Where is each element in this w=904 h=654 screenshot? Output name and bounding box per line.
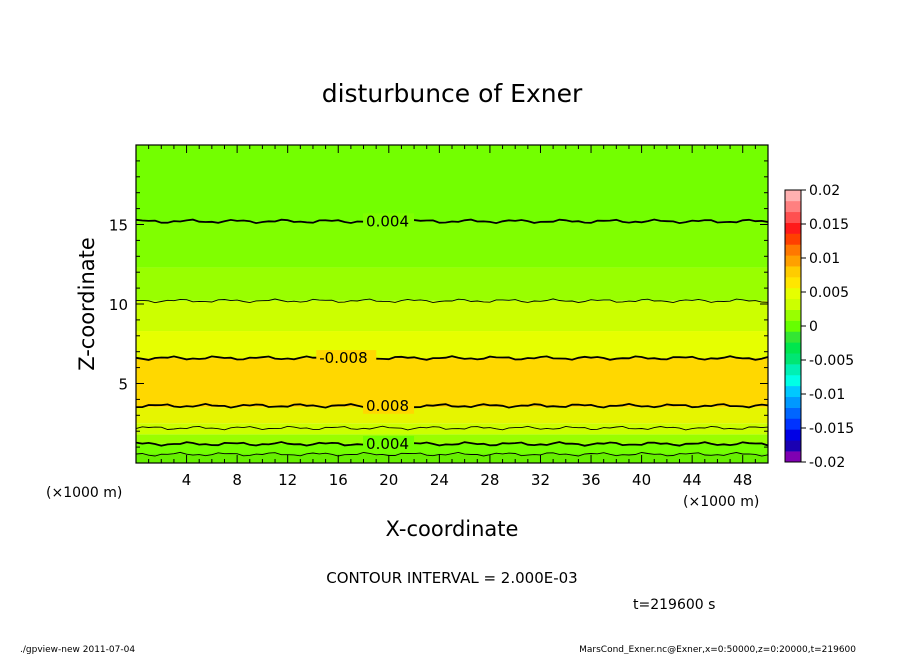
colorbar-segment (785, 266, 801, 278)
contour-band (136, 221, 768, 268)
x-tick-label: 20 (379, 471, 398, 489)
colorbar-segment (785, 418, 801, 430)
colorbar-segment (785, 364, 801, 376)
contour-label-bg (363, 435, 415, 452)
x-tick-label: 36 (581, 471, 600, 489)
contour-label-bg (316, 350, 377, 367)
contour-line (136, 402, 769, 409)
colorbar-segment (785, 233, 801, 245)
contour-label: 0.004 (366, 212, 409, 230)
colorbar-tick-label: 0.02 (809, 183, 840, 199)
contour-band (136, 358, 768, 408)
colorbar-segment (785, 440, 801, 452)
x-axis-unit-right: (×1000 m) (683, 494, 759, 510)
y-tick-label: 5 (118, 376, 128, 394)
x-tick-label: 32 (531, 471, 550, 489)
plot-area (136, 145, 768, 463)
colorbar-segment (785, 255, 801, 267)
footer-right: MarsCond_Exner.nc@Exner,x=0:50000,z=0:20… (579, 645, 856, 654)
colorbar-segment (785, 320, 801, 332)
colorbar-tick-label: 0.015 (809, 217, 849, 233)
colorbar-tick-label: -0.015 (809, 421, 854, 437)
contour-label: -0.008 (319, 349, 367, 367)
colorbar-segment (785, 451, 801, 463)
colorbar-segment (785, 287, 801, 300)
y-tick-label: 15 (109, 217, 128, 235)
contour-band (136, 331, 768, 359)
colorbar-segment (785, 385, 801, 398)
colorbar-tick-label: -0.02 (809, 455, 845, 471)
chart-title: disturbunce of Exner (322, 79, 583, 108)
y-axis-label: Z-coordinate (75, 237, 99, 371)
contour-band (136, 453, 768, 463)
contour-line (135, 425, 769, 431)
contour-band (136, 300, 768, 332)
contour-band (136, 267, 768, 301)
x-tick-label: 24 (430, 471, 449, 489)
colorbar-segment (785, 222, 801, 234)
contour-band (136, 434, 768, 444)
colorbar-segment (785, 277, 801, 289)
contour-line (135, 441, 769, 447)
colorbar-tick-label: -0.005 (809, 353, 854, 369)
colorbar-tick-label: -0.01 (809, 387, 845, 403)
colorbar-segment (785, 429, 801, 441)
colorbar-segment (785, 200, 801, 213)
contour-band (136, 407, 768, 424)
x-axis-unit-left: (×1000 m) (46, 485, 122, 501)
colorbar-tick-label: 0.005 (809, 285, 849, 301)
colorbar-segment (785, 396, 801, 408)
contour-band (136, 145, 768, 222)
colorbar-segment (785, 298, 801, 310)
colorbar-segment (785, 211, 801, 223)
contour-label-bg (363, 213, 415, 230)
contour-line (136, 298, 769, 304)
colorbar-segment (785, 309, 801, 321)
colorbar: 0.02 0.015 0.01 0.005 0 -0.005 -0.01 -0.015 -0.0… (784, 183, 854, 471)
contour-band (136, 443, 768, 454)
footer-left: ./gpview-new 2011-07-04 (20, 645, 135, 654)
y-tick-label: 10 (109, 296, 128, 314)
colorbar-segment (785, 331, 801, 343)
contour-line (135, 355, 769, 361)
contour-label: 0.004 (366, 435, 409, 453)
colorbar-segment (785, 407, 801, 419)
x-tick-label: 16 (329, 471, 348, 489)
colorbar-segment (785, 374, 801, 387)
colorbar-segment (785, 342, 801, 354)
contour-line (135, 451, 769, 457)
contour-interval-text: CONTOUR INTERVAL = 2.000E-03 (326, 569, 577, 587)
x-axis-label: X-coordinate (386, 517, 519, 541)
x-tick-label: 8 (232, 471, 242, 489)
colorbar-segment (785, 353, 801, 365)
x-tick-label: 4 (182, 471, 192, 489)
contour-lines: 0.004 -0.008 0.008 0.004 (135, 212, 769, 457)
contour-label-bg (363, 397, 415, 414)
x-tick-label: 40 (632, 471, 651, 489)
x-tick-label: 48 (733, 471, 752, 489)
x-tick-label: 44 (683, 471, 702, 489)
x-tick-label: 28 (480, 471, 499, 489)
x-tick-label: 12 (278, 471, 297, 489)
colorbar-tick-label: 0 (809, 319, 818, 335)
contour-label: 0.008 (366, 397, 409, 415)
colorbar-segment (785, 190, 801, 202)
time-text: t=219600 s (633, 597, 715, 613)
colorbar-tick-label: 0.01 (809, 251, 840, 267)
colorbar-segment (785, 244, 801, 256)
contour-line (135, 218, 769, 225)
